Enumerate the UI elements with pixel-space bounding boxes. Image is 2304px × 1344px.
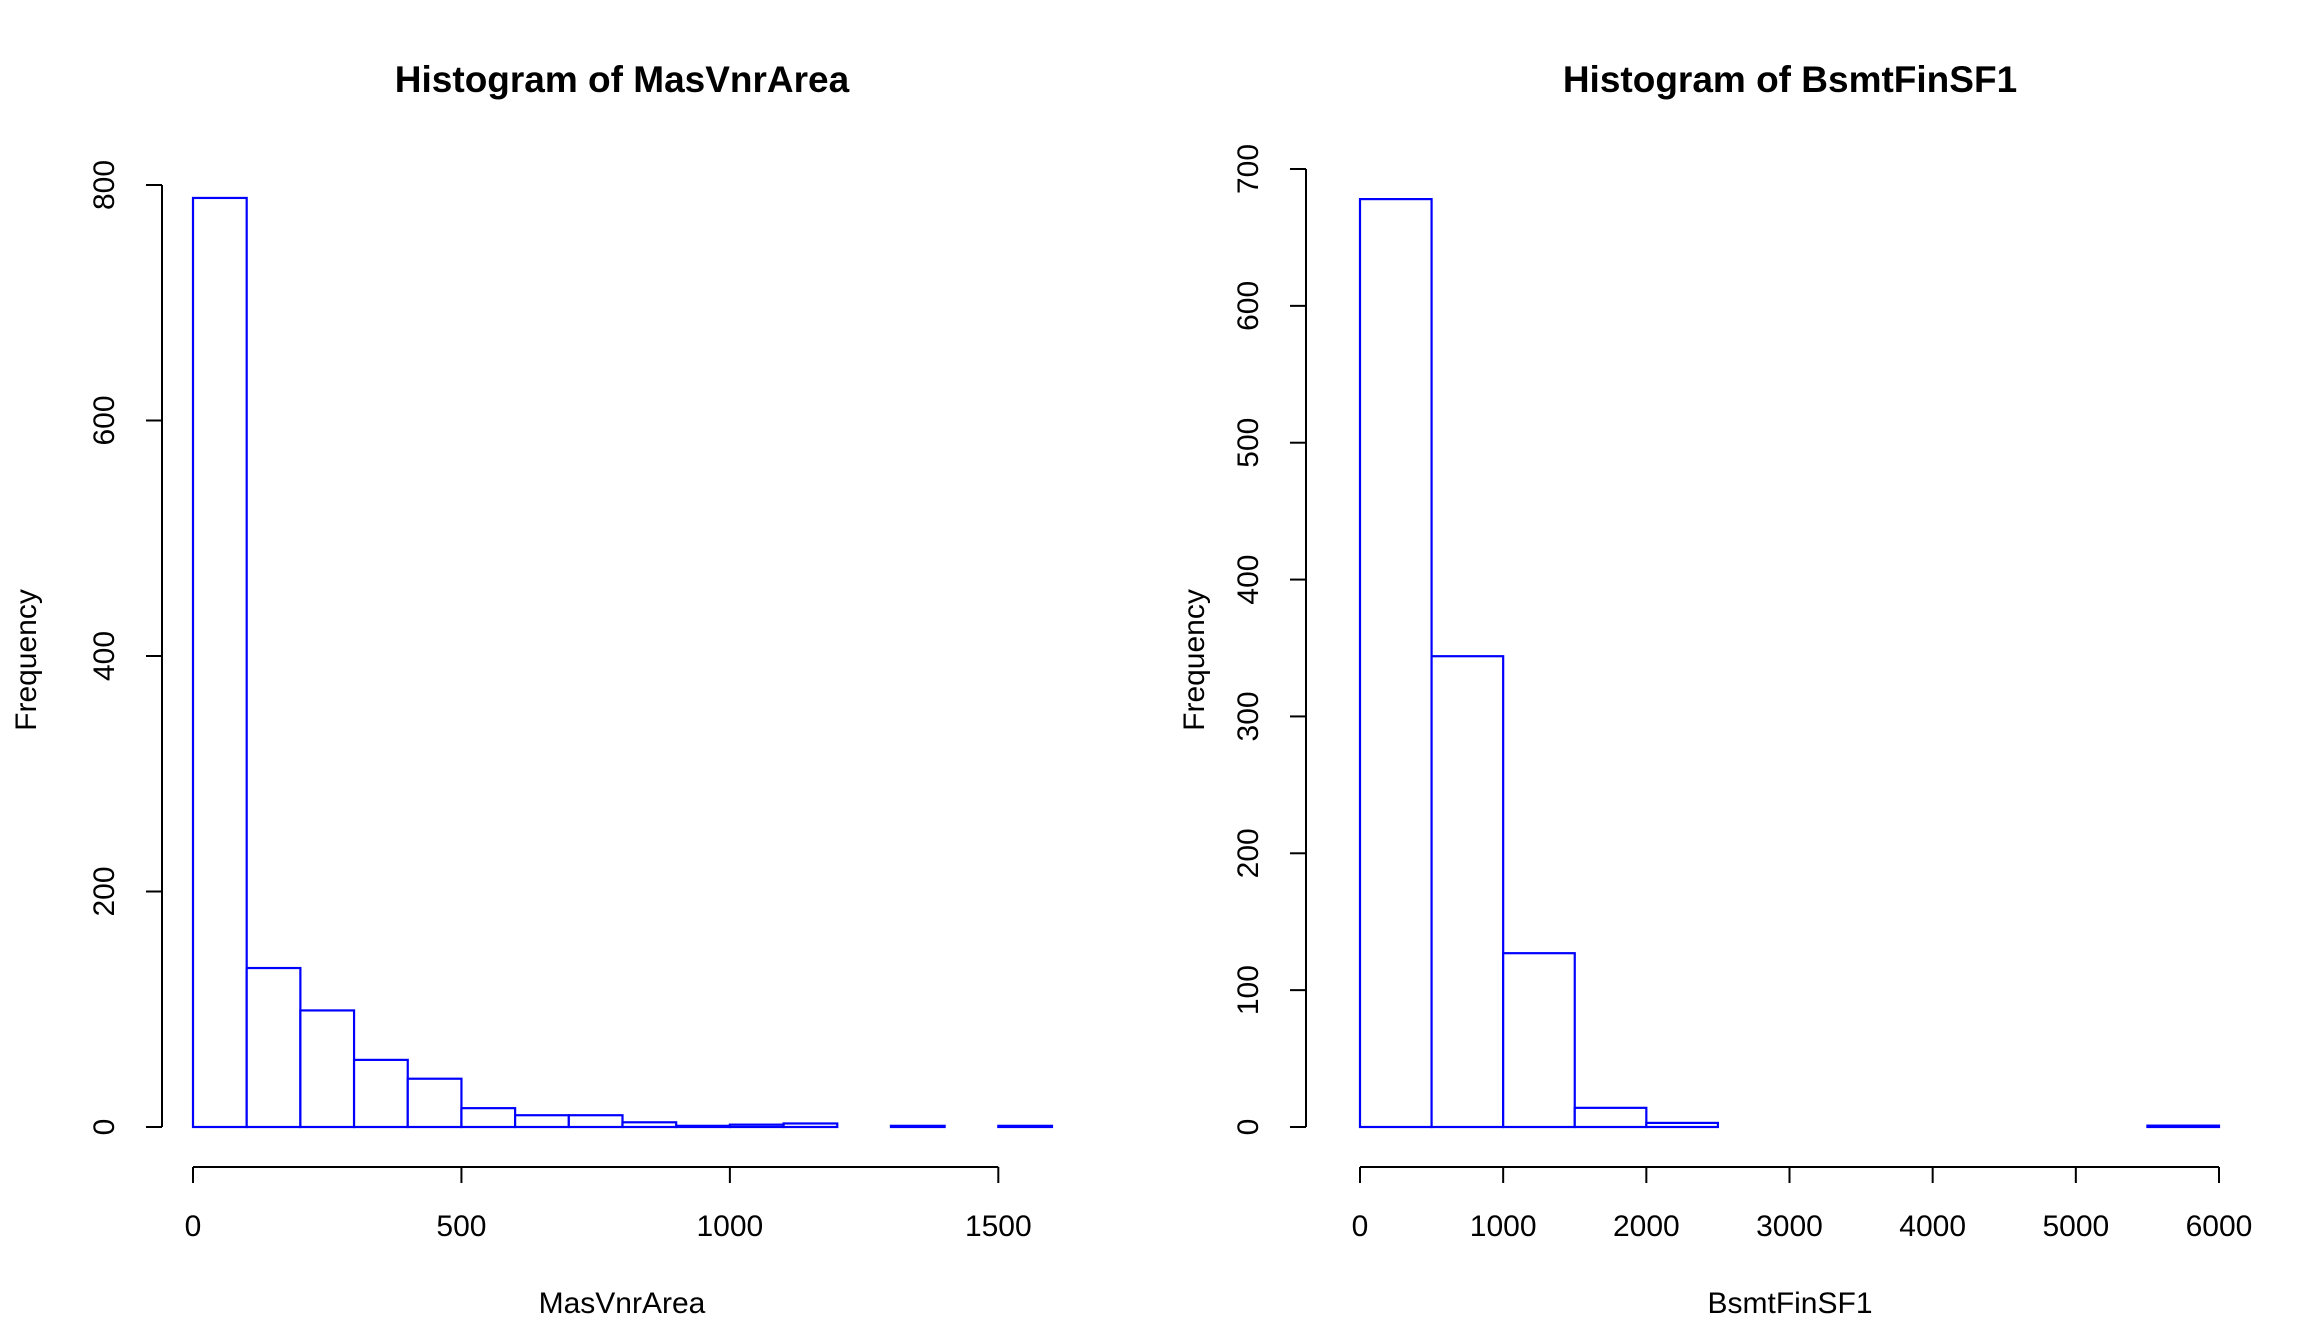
histogram-bar (1573, 1106, 1648, 1129)
histogram-bar (1645, 1121, 1720, 1129)
y-tick-label: 700 (1232, 144, 1265, 194)
x-axis: 0 500 1000 1500 (185, 1166, 1032, 1243)
histogram-bar (889, 1124, 946, 1129)
y-axis-label: Frequency (1178, 589, 1211, 731)
y-tick-label: 800 (88, 160, 121, 210)
y-tick-label: 600 (88, 395, 121, 445)
x-tick-label: 500 (436, 1210, 486, 1243)
x-axis-label: BsmtFinSF1 (1707, 1287, 1872, 1320)
histogram-bsmtfinsf1: Histogram of BsmtFinSF1 BsmtFinSF1 Frequ… (1178, 59, 2252, 1320)
y-tick-label: 400 (1232, 555, 1265, 605)
y-tick-label: 0 (1232, 1119, 1265, 1136)
histogram-bar (782, 1122, 839, 1129)
histogram-bar (1358, 198, 1433, 1129)
x-tick-label: 1000 (1470, 1210, 1537, 1243)
y-tick-label: 500 (1232, 418, 1265, 468)
histogram-bar (299, 1009, 356, 1129)
y-tick-label: 300 (1232, 691, 1265, 741)
histogram-bar (997, 1124, 1054, 1129)
histogram-bar (245, 966, 302, 1129)
bars (1358, 198, 2221, 1129)
y-axis-label: Frequency (10, 589, 43, 731)
chart-title: Histogram of BsmtFinSF1 (1563, 59, 2017, 100)
histogram-bar (1430, 655, 1505, 1129)
histogram-bar (2146, 1124, 2221, 1129)
histogram-bar (1502, 952, 1576, 1129)
x-tick-label: 4000 (1899, 1210, 1966, 1243)
histogram-masvnrarea: Histogram of MasVnrArea MasVnrArea Frequ… (10, 59, 1054, 1320)
x-tick-label: 1500 (965, 1210, 1032, 1243)
x-tick-label: 5000 (2042, 1210, 2109, 1243)
y-tick-label: 200 (1232, 828, 1265, 878)
y-tick-label: 0 (88, 1119, 121, 1136)
histogram-bar (191, 196, 248, 1129)
x-tick-label: 0 (185, 1210, 202, 1243)
y-tick-label: 100 (1232, 965, 1265, 1015)
y-axis: 0 200 400 600 800 (88, 160, 163, 1136)
histogram-bar (406, 1077, 463, 1129)
bars (191, 196, 1054, 1129)
histogram-bar (621, 1121, 678, 1129)
histogram-bar (567, 1114, 624, 1129)
histogram-bar (675, 1124, 731, 1129)
histogram-bar (352, 1058, 409, 1129)
y-tick-label: 200 (88, 866, 121, 916)
histogram-bar (514, 1114, 570, 1129)
x-tick-label: 6000 (2186, 1210, 2253, 1243)
x-axis-label: MasVnrArea (539, 1287, 706, 1320)
x-tick-label: 1000 (697, 1210, 764, 1243)
histogram-bar (728, 1123, 785, 1129)
y-tick-label: 600 (1232, 281, 1265, 331)
y-tick-label: 400 (88, 631, 121, 681)
y-axis: 0 100 200 300 400 500 600 700 (1232, 144, 1307, 1136)
x-tick-label: 2000 (1613, 1210, 1680, 1243)
histogram-bar (460, 1107, 517, 1129)
x-axis: 0 1000 2000 3000 4000 5000 6000 (1352, 1166, 2253, 1243)
x-tick-label: 3000 (1756, 1210, 1823, 1243)
x-tick-label: 0 (1352, 1210, 1369, 1243)
chart-title: Histogram of MasVnrArea (395, 59, 850, 100)
